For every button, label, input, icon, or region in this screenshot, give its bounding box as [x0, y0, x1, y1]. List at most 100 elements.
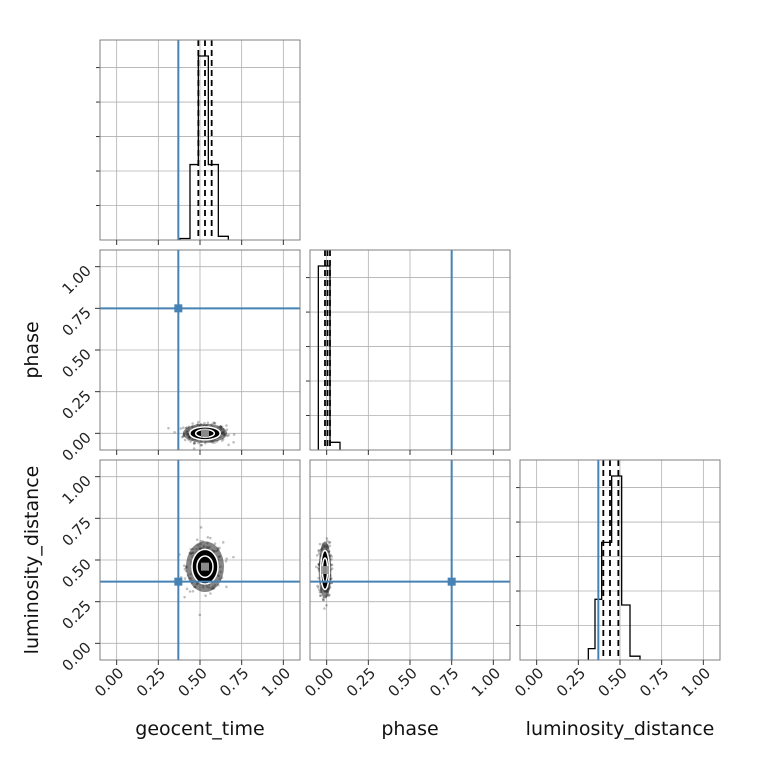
sample-point [182, 426, 185, 429]
x-tick-label: 0.25 [133, 664, 169, 700]
x-tick-label: 0.75 [636, 664, 672, 700]
panel-geocent_time-vs-luminosity_distance: 0.00 0.25 0.50 0.75 1.000.000.250.500.751.00 [58, 459, 301, 700]
sample-point [221, 541, 225, 544]
sample-point [323, 607, 326, 610]
sample-point [182, 564, 186, 567]
sample-point [191, 422, 194, 425]
sample-point [319, 594, 322, 598]
sample-point [209, 536, 212, 540]
density-peak [321, 566, 329, 574]
sample-point [189, 440, 192, 443]
sample-point [325, 604, 328, 607]
y-tick-label: 0.00 [58, 638, 94, 674]
y-tick-label: 0.25 [58, 597, 94, 633]
sample-point [179, 427, 183, 430]
sample-point [183, 577, 187, 580]
sample-point [218, 546, 221, 550]
sample-point [227, 433, 230, 437]
x-tick-label: 0.25 [553, 664, 589, 700]
y-tick-label: 0.50 [58, 555, 94, 591]
sample-point [167, 426, 170, 430]
sample-point [318, 542, 322, 546]
hist-panel-luminosity_distance: 0.00 0.25 0.50 0.75 1.00 [511, 459, 721, 700]
sample-point [328, 540, 332, 544]
sample-point [212, 421, 215, 425]
y-tick-label: 0.00 [58, 428, 94, 464]
sample-point [183, 567, 187, 571]
y-tick-label: 0.75 [58, 513, 94, 549]
histogram-geocent_time [179, 55, 229, 240]
sample-point [197, 420, 200, 424]
truth-marker [447, 577, 456, 586]
sample-point [173, 430, 176, 434]
x-tick-label: 0.00 [511, 664, 547, 700]
y-tick-label: 0.75 [58, 303, 94, 339]
hist-panel-geocent_time [96, 39, 301, 245]
sample-point [220, 439, 224, 442]
x-axis-title-luminosity_distance: luminosity_distance [526, 718, 715, 740]
sample-point [209, 592, 212, 595]
truth-marker [174, 304, 183, 313]
sample-point [180, 435, 184, 439]
x-tick-label: 0.50 [384, 664, 420, 700]
y-axis-title-luminosity_distance: luminosity_distance [21, 466, 43, 655]
sample-point [191, 589, 195, 593]
y-axis-title-phase: phase [21, 321, 43, 378]
panel-geocent_time-vs-phase: 0.00 0.25 0.50 0.75 1.00 [58, 249, 301, 465]
x-axis-title-phase: phase [381, 718, 438, 740]
sample-point [326, 539, 329, 543]
sample-point [232, 555, 235, 559]
sample-point [317, 550, 321, 553]
sample-point [224, 559, 228, 563]
sample-point [213, 421, 216, 425]
hist-panel-phase [306, 249, 511, 455]
sample-point [198, 613, 202, 617]
sample-point [314, 565, 318, 569]
x-tick-label: 0.00 [91, 664, 127, 700]
sample-point [316, 584, 319, 588]
density-peak [201, 429, 209, 438]
sample-point [213, 542, 217, 545]
sample-point [317, 588, 321, 592]
sample-point [192, 441, 196, 445]
x-tick-label: 1.00 [678, 664, 714, 700]
x-tick-label: 0.75 [216, 664, 252, 700]
sample-point [227, 443, 230, 447]
panel-phase-vs-luminosity_distance: 0.00 0.25 0.50 0.75 1.00 [301, 459, 511, 700]
density-peak [201, 562, 209, 571]
x-tick-label: 0.25 [343, 664, 379, 700]
sample-point [319, 594, 322, 597]
sample-point [225, 585, 228, 589]
y-tick-label: 0.25 [58, 387, 94, 423]
sample-point [192, 447, 196, 450]
sample-point [318, 591, 322, 594]
y-tick-label: 1.00 [58, 472, 94, 508]
sample-point [206, 421, 210, 425]
sample-point [321, 598, 325, 602]
sample-point [206, 536, 210, 539]
sample-point [188, 590, 192, 593]
sample-point [225, 428, 229, 431]
x-tick-label: 0.75 [426, 664, 462, 700]
sample-point [185, 587, 189, 591]
sample-point [328, 593, 331, 597]
truth-marker [174, 577, 183, 586]
sample-point [213, 422, 217, 425]
sample-point [225, 424, 228, 427]
sample-point [327, 541, 331, 544]
sample-point [232, 440, 235, 444]
sample-point [328, 544, 332, 548]
sample-point [195, 538, 199, 541]
x-tick-label: 1.00 [468, 664, 504, 700]
sample-point [322, 598, 325, 602]
sample-point [330, 555, 333, 558]
sample-point [183, 438, 187, 442]
sample-point [204, 594, 207, 598]
sample-point [330, 563, 334, 567]
x-axis-title-geocent_time: geocent_time [135, 718, 264, 740]
sample-point [192, 442, 196, 446]
x-tick-label: 0.50 [174, 664, 210, 700]
sample-point [317, 548, 321, 552]
histogram-luminosity_distance [587, 475, 641, 660]
